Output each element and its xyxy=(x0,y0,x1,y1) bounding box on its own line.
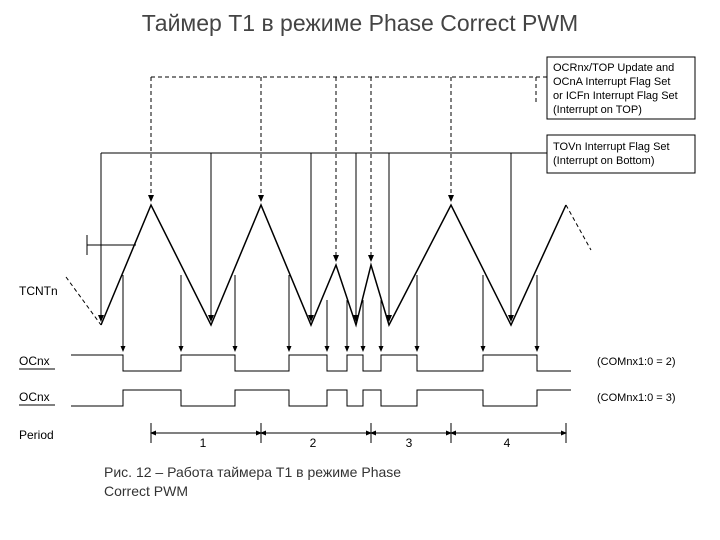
box-top-line2: OCnA Interrupt Flag Set xyxy=(553,76,670,88)
box-tovn-line2: (Interrupt on Bottom) xyxy=(553,155,655,167)
page-title: Таймер Т1 в режиме Phase Correct PWM xyxy=(0,0,720,45)
box-tovn-line1: TOVn Interrupt Flag Set xyxy=(553,141,670,153)
label-tcnt: TCNTn xyxy=(19,284,58,298)
box-top-line4: (Interrupt on TOP) xyxy=(553,104,642,116)
period-2: 2 xyxy=(310,436,317,450)
period-4: 4 xyxy=(504,436,511,450)
label-com2: (COMnx1:0 = 2) xyxy=(597,356,676,368)
label-com3: (COMnx1:0 = 3) xyxy=(597,392,676,404)
box-top-line1: OCRnx/TOP Update and xyxy=(553,62,674,74)
box-top-line3: or ICFn Interrupt Flag Set xyxy=(553,90,678,102)
period-3: 3 xyxy=(406,436,413,450)
figure-caption: Рис. 12 – Работа таймера Т1 в режиме Pha… xyxy=(0,457,440,501)
ocnx-wave-com3 xyxy=(71,390,571,406)
period-1: 1 xyxy=(200,436,207,450)
label-period: Period xyxy=(19,428,54,442)
timing-diagram: OCRnx/TOP Update and OCnA Interrupt Flag… xyxy=(11,45,709,457)
label-ocnx-b: OCnx xyxy=(19,390,50,404)
tri-leadout xyxy=(566,205,591,250)
tcnt-triangle xyxy=(101,205,566,325)
ocnx-wave-com2 xyxy=(71,355,571,371)
label-ocnx-a: OCnx xyxy=(19,354,50,368)
tri-leadin xyxy=(66,277,101,325)
